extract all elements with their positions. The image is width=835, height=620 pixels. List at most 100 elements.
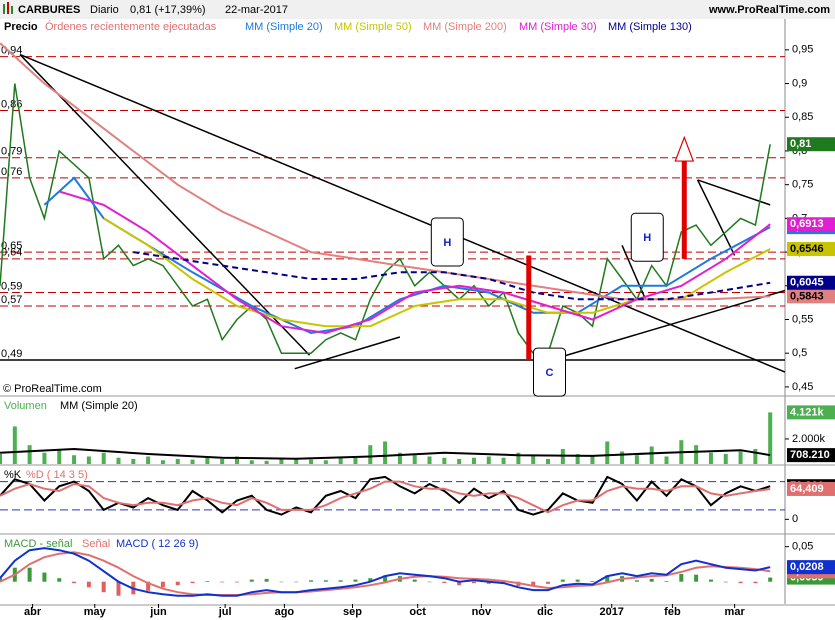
value-label: 0,6546 bbox=[790, 243, 824, 255]
bar bbox=[175, 581, 180, 586]
bar bbox=[471, 581, 476, 584]
legend-entry: MM (Simple 20) bbox=[245, 21, 323, 33]
bar bbox=[160, 581, 165, 588]
bar bbox=[649, 578, 654, 582]
bar bbox=[264, 460, 269, 464]
bar bbox=[664, 456, 669, 464]
legend-entry: Volumen bbox=[4, 400, 47, 412]
trend-line bbox=[294, 336, 401, 370]
series-line bbox=[0, 83, 771, 354]
value-label-box bbox=[787, 137, 835, 152]
x-tick-label: abr bbox=[24, 606, 42, 618]
y-tick-label: 0,5 bbox=[792, 347, 807, 359]
bar bbox=[279, 581, 284, 583]
bar bbox=[234, 456, 239, 464]
value-label: 0,6045 bbox=[790, 277, 824, 289]
bar bbox=[42, 452, 47, 464]
bar bbox=[546, 581, 551, 584]
trend-line bbox=[19, 53, 786, 373]
bar bbox=[679, 573, 684, 582]
legend-entry: MACD - señal bbox=[4, 538, 72, 550]
bar bbox=[694, 574, 699, 582]
bar bbox=[605, 575, 610, 582]
legend-entry: MM (Simple 20) bbox=[60, 400, 138, 412]
series-line bbox=[0, 475, 771, 516]
y-tick-label: 0,9 bbox=[792, 77, 807, 89]
value-label-box bbox=[787, 448, 835, 463]
bar bbox=[575, 579, 580, 582]
signal-arrow-head bbox=[674, 135, 695, 162]
bar bbox=[486, 456, 491, 464]
series-line bbox=[133, 251, 771, 301]
value-label-box bbox=[787, 481, 835, 496]
bar bbox=[575, 453, 580, 464]
annotation-box bbox=[533, 347, 566, 397]
y-tick-label: 0 bbox=[792, 513, 798, 525]
bar bbox=[205, 457, 210, 464]
bar bbox=[368, 445, 373, 464]
series-line bbox=[0, 480, 771, 514]
legend-entry: MACD ( 12 26 9) bbox=[116, 538, 199, 550]
bar bbox=[249, 460, 254, 464]
bar bbox=[220, 458, 225, 464]
bar bbox=[116, 457, 121, 464]
bar bbox=[768, 577, 773, 582]
bar bbox=[190, 581, 195, 584]
legend-entry: %D ( 14 3 5) bbox=[26, 469, 88, 481]
bar bbox=[220, 581, 225, 583]
y-tick-label: 0,05 bbox=[792, 541, 813, 553]
bar bbox=[338, 456, 343, 464]
bar bbox=[753, 448, 758, 464]
bar bbox=[294, 581, 299, 583]
legend-entry: MM (Simple 30) bbox=[519, 21, 597, 33]
legend-entry: Órdenes recientemente ejecutadas bbox=[45, 20, 217, 33]
x-tick-label: mar bbox=[725, 606, 746, 618]
bar bbox=[353, 579, 358, 582]
bar bbox=[694, 445, 699, 464]
value-label-box bbox=[787, 217, 835, 232]
date: 22-mar-2017 bbox=[225, 4, 288, 16]
bar bbox=[175, 458, 180, 464]
y-tick-label: 0,75 bbox=[792, 179, 813, 191]
series-line bbox=[0, 447, 771, 460]
bar bbox=[397, 452, 402, 464]
bar bbox=[531, 455, 536, 464]
copyright: © ProRealTime.com bbox=[3, 383, 102, 395]
x-tick-label: ago bbox=[275, 606, 295, 618]
bar bbox=[620, 451, 625, 464]
bar bbox=[0, 578, 2, 582]
bar bbox=[57, 448, 62, 464]
bar bbox=[442, 581, 447, 584]
symbol: CARBURES bbox=[18, 4, 80, 16]
bar bbox=[279, 457, 284, 464]
bar bbox=[309, 580, 314, 582]
x-tick-label: feb bbox=[664, 606, 681, 618]
header-bar bbox=[0, 0, 835, 19]
x-tick-label: jul bbox=[218, 606, 232, 618]
bar bbox=[0, 453, 2, 464]
level-label: 0,65 bbox=[1, 240, 22, 252]
bar bbox=[486, 581, 491, 584]
trend-line bbox=[697, 179, 771, 206]
app-icon bbox=[3, 2, 13, 14]
bar bbox=[146, 456, 151, 464]
bar bbox=[146, 581, 151, 591]
y-tick-label: 0,45 bbox=[792, 381, 813, 393]
bar bbox=[338, 580, 343, 582]
legend-entry: Señal bbox=[82, 538, 110, 550]
bar bbox=[634, 580, 639, 582]
annotation: H bbox=[443, 237, 451, 249]
bar bbox=[427, 456, 432, 464]
bar bbox=[605, 441, 610, 464]
annotation: H bbox=[643, 232, 651, 244]
level-label: 0,57 bbox=[1, 294, 22, 306]
bar bbox=[116, 581, 121, 596]
trend-line bbox=[621, 245, 647, 301]
legend-entry: MM (Simple 200) bbox=[423, 21, 507, 33]
bar bbox=[323, 580, 328, 582]
bar bbox=[383, 441, 388, 464]
period: Diario bbox=[90, 4, 119, 16]
bar bbox=[708, 452, 713, 464]
x-tick-label: sep bbox=[343, 606, 362, 618]
bar bbox=[457, 581, 462, 586]
